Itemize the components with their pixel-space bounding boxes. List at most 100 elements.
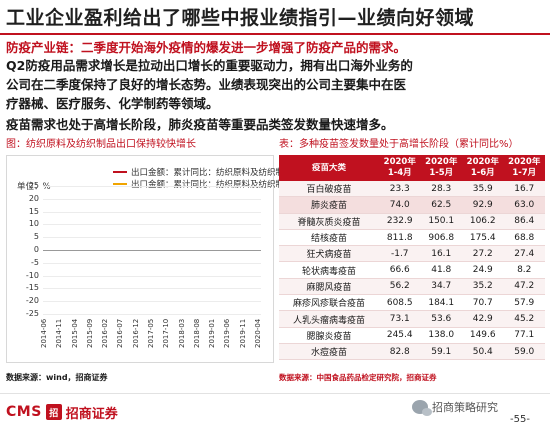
y-tick-label: 25	[28, 181, 39, 190]
growth-value-cell: 149.6	[469, 330, 496, 341]
vaccine-name-cell: 麻疹风疹联合疫苗	[292, 299, 365, 310]
growth-value-cell: 86.4	[514, 216, 535, 227]
growth-value-cell: 35.2	[472, 281, 493, 292]
legend-swatch	[113, 183, 127, 185]
cms-logo: CMS 招 招商证券	[6, 402, 118, 422]
table-row: 结核疫苗 811.8 906.8 175.4 68.8	[279, 230, 545, 247]
page-title: 工业企业盈利给出了哪些中报业绩指引—业绩向好领域	[6, 7, 475, 29]
growth-value-cell: 23.3	[389, 183, 410, 194]
legend-entry: 出口金额：累计同比：纺织原料及纺织制品	[113, 178, 293, 190]
x-tick-label: 2020-04	[254, 318, 262, 348]
y-tick-label: 15	[28, 206, 39, 216]
zero-line	[43, 250, 261, 251]
growth-value-cell: 62.5	[431, 199, 452, 210]
vaccine-table: 疫苗大类 2020年1-4月 2020年1-5月 2020年1-6月 2020年1-7月…	[279, 155, 545, 361]
table-row: 水痘疫苗 82.8 59.1 50.4 59.0	[279, 343, 545, 361]
grid-line	[43, 262, 261, 264]
table-header-cell: 疫苗大类	[311, 162, 346, 173]
vaccine-name-cell: 百白破疫苗	[306, 185, 352, 196]
table-caption: 表：多种疫苗签发数量处于高增长阶段（累计同比%）	[279, 139, 519, 150]
table-row: 脊髓灰质炎疫苗 232.9 150.1 106.2 86.4	[279, 213, 545, 230]
page-number: -55-	[510, 414, 530, 425]
growth-value-cell: 70.7	[472, 297, 493, 308]
logo-chinese-name: 招商证券	[65, 406, 118, 422]
growth-value-cell: 138.0	[428, 330, 455, 341]
growth-value-cell: 77.1	[514, 330, 535, 341]
growth-value-cell: 63.0	[514, 199, 535, 210]
table-row: 麻疹风疹联合疫苗 608.5 184.1 70.7 57.9	[279, 295, 545, 312]
growth-value-cell: 150.1	[428, 216, 455, 227]
growth-value-cell: 57.9	[514, 297, 535, 308]
table-row: 腮腺炎疫苗 245.4 138.0 149.6 77.1	[279, 328, 545, 344]
wechat-watermark: 招商策略研究	[412, 399, 498, 416]
x-tick-label: 2019-11	[238, 318, 247, 348]
growth-value-cell: 232.9	[386, 216, 413, 227]
vaccine-statement: 疫苗需求也处于高增长阶段，肺炎疫苗等重要品类签发数量快速增多。	[6, 117, 394, 132]
table-source: 数据来源：中国食品药品检定研究院，招商证券	[279, 373, 437, 382]
growth-value-cell: 66.6	[389, 265, 410, 276]
growth-value-cell: 47.2	[514, 281, 535, 292]
y-tick-label: -15	[25, 283, 39, 293]
body-line: Q2防疫用品需求增长是拉动出口增长的重要驱动力，拥有出口海外业务的	[6, 58, 413, 73]
series-lines	[43, 186, 261, 314]
x-tick-label: 2018-08	[192, 318, 201, 348]
x-tick-label: 2014-11	[55, 318, 64, 348]
table-header-cell: 2020年1-6月	[466, 157, 499, 178]
grid-line	[43, 314, 261, 315]
growth-value-cell: 245.4	[386, 330, 413, 341]
growth-value-cell: 175.4	[469, 232, 496, 243]
growth-value-cell: 34.7	[431, 281, 452, 292]
vaccine-name-cell: 脊髓灰质炎疫苗	[297, 217, 361, 228]
growth-value-cell: 73.1	[389, 314, 410, 325]
growth-value-cell: 24.9	[472, 265, 493, 276]
y-tick-label: -5	[31, 257, 39, 267]
growth-value-cell: 106.2	[469, 216, 496, 227]
title-divider	[0, 33, 550, 35]
growth-value-cell: 184.1	[428, 297, 455, 308]
growth-value-cell: 59.1	[431, 346, 452, 357]
x-tick-label: 2019-01	[208, 318, 217, 348]
grid-line	[43, 224, 261, 226]
table-row: 人乳头瘤病毒疫苗 73.1 53.6 42.9 45.2	[279, 311, 545, 328]
growth-value-cell: 59.0	[514, 346, 535, 357]
growth-value-cell: 41.8	[431, 265, 452, 276]
y-tick-label: 0	[33, 245, 39, 254]
table-header-cell: 2020年1-5月	[425, 157, 458, 178]
footer-divider	[0, 393, 550, 394]
growth-value-cell: 50.4	[472, 346, 493, 357]
textile-export-chart: 出口金额：累计同比：纺织原料及纺织制品 出口金额：累计同比：纺织原料及纺织制品 …	[6, 155, 293, 363]
body-line: 疗器械、医疗服务、化学制药等领域。	[6, 96, 219, 111]
grid-line	[43, 288, 261, 290]
growth-value-cell: 68.8	[514, 232, 535, 243]
chart-legend: 出口金额：累计同比：纺织原料及纺织制品 出口金额：累计同比：纺织原料及纺织制品	[113, 166, 293, 190]
table-header-row: 疫苗大类 2020年1-4月 2020年1-5月 2020年1-6月 2020年1-7月	[279, 155, 545, 181]
table-row: 百白破疫苗 23.3 28.3 35.9 16.7	[279, 181, 545, 198]
wechat-icon	[412, 400, 432, 416]
table-row: 麻腮风疫苗 56.2 34.7 35.2 47.2	[279, 278, 545, 296]
vaccine-name-cell: 麻腮风疫苗	[306, 282, 352, 293]
growth-value-cell: 28.3	[431, 183, 452, 194]
table-header-cell: 2020年1-7月	[508, 157, 541, 178]
chart-unit: 单位：%	[17, 182, 51, 192]
grid-line	[43, 211, 261, 213]
logo-text: CMS	[6, 404, 42, 420]
growth-value-cell: 74.0	[389, 199, 410, 210]
x-tick-label: 2014-06	[40, 318, 48, 348]
table-row: 肺炎疫苗 74.0 62.5 92.9 63.0	[279, 197, 545, 214]
table-row: 狂犬病疫苗 -1.7 16.1 27.2 27.4	[279, 246, 545, 263]
growth-value-cell: 27.4	[514, 248, 535, 259]
table-row: 轮状病毒疫苗 66.6 41.8 24.9 8.2	[279, 262, 545, 279]
logo-mark-icon: 招	[45, 404, 62, 420]
growth-value-cell: 45.2	[514, 314, 535, 325]
legend-label: 出口金额：累计同比：纺织原料及纺织制品	[131, 180, 293, 190]
growth-value-cell: 35.9	[472, 183, 493, 194]
x-tick-label: 2016-12	[131, 318, 140, 348]
grid-line	[43, 186, 261, 187]
growth-value-cell: 92.9	[472, 199, 493, 210]
legend-entry: 出口金额：累计同比：纺织原料及纺织制品	[113, 166, 293, 178]
grid-line	[43, 275, 261, 277]
body-line: 公司在二季度保持了良好的增长态势。业绩表现突出的公司主要集中在医	[6, 77, 407, 92]
grid-line	[43, 301, 261, 303]
x-tick-label: 2017-05	[147, 318, 155, 348]
growth-value-cell: -1.7	[390, 248, 409, 259]
